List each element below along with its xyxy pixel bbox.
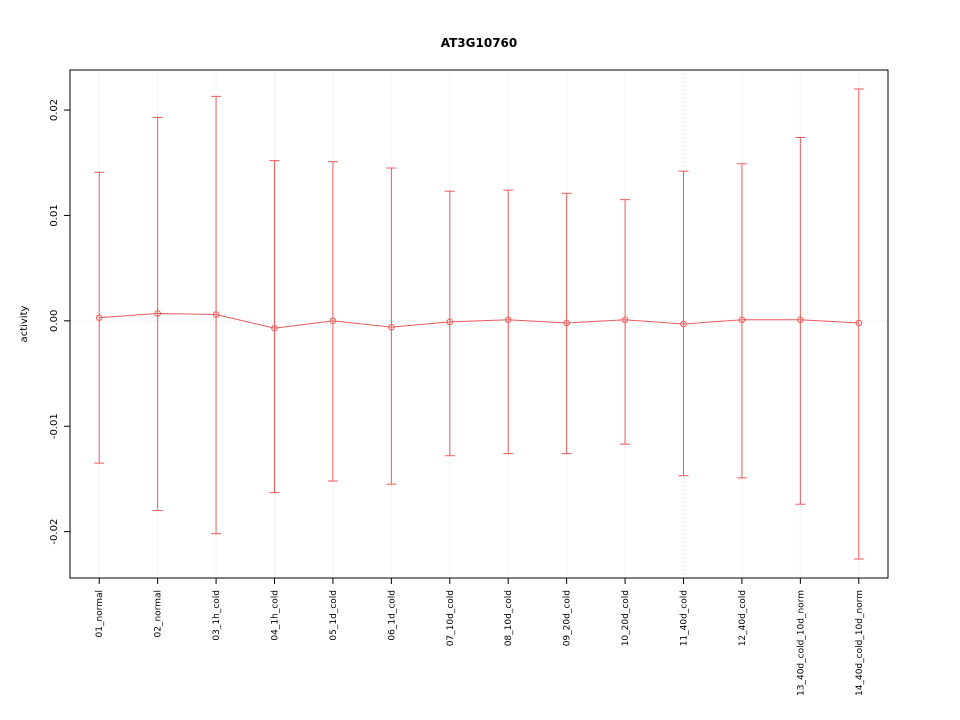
x-tick-label: 05_1d_cold — [329, 590, 339, 641]
data-point — [388, 323, 395, 331]
plot-box — [69, 69, 889, 579]
x-tick-label: 11_40d_cold — [680, 590, 690, 646]
x-tick-label: 04_1h_cold — [271, 590, 281, 641]
data-point — [621, 316, 629, 324]
data-point — [154, 310, 161, 317]
series-line — [99, 312, 859, 329]
x-tick-label: 12_40d_cold — [738, 590, 748, 646]
x-tick-label: 07_10d_cold — [446, 590, 456, 646]
x-tick-label: 02_normal — [154, 590, 164, 638]
data-point — [797, 316, 804, 324]
data-point — [446, 318, 454, 326]
data-point — [504, 316, 512, 324]
y-tick-label: -0.02 — [49, 519, 60, 545]
x-tick-label: 10_20d_cold — [621, 590, 631, 646]
x-tick-label: 09_20d_cold — [563, 590, 573, 646]
x-tick-label: 14_40d_cold_10d_norm — [855, 590, 865, 696]
x-tick-label: 01_normal — [95, 590, 105, 638]
y-tick-label: -0.01 — [49, 413, 60, 439]
x-tick-label: 03_1h_cold — [212, 590, 222, 641]
x-tick-label: 13_40d_cold_10d_norm — [796, 590, 806, 696]
data-point — [563, 319, 570, 327]
y-tick-label: 0.01 — [49, 204, 60, 226]
data-point — [212, 311, 220, 318]
y-tick-label: 0.02 — [49, 99, 60, 121]
data-point — [271, 324, 278, 332]
x-tick-label: 06_1d_cold — [387, 590, 397, 641]
data-point — [95, 314, 103, 321]
data-point — [738, 316, 746, 324]
y-tick-label: 0.00 — [49, 310, 60, 332]
data-point — [329, 317, 337, 325]
data-point — [855, 319, 863, 327]
x-tick-label: 08_10d_cold — [504, 590, 514, 646]
data-point — [680, 320, 687, 328]
y-axis-title: activity — [19, 305, 30, 342]
chart-title: AT3G10760 — [440, 36, 518, 50]
